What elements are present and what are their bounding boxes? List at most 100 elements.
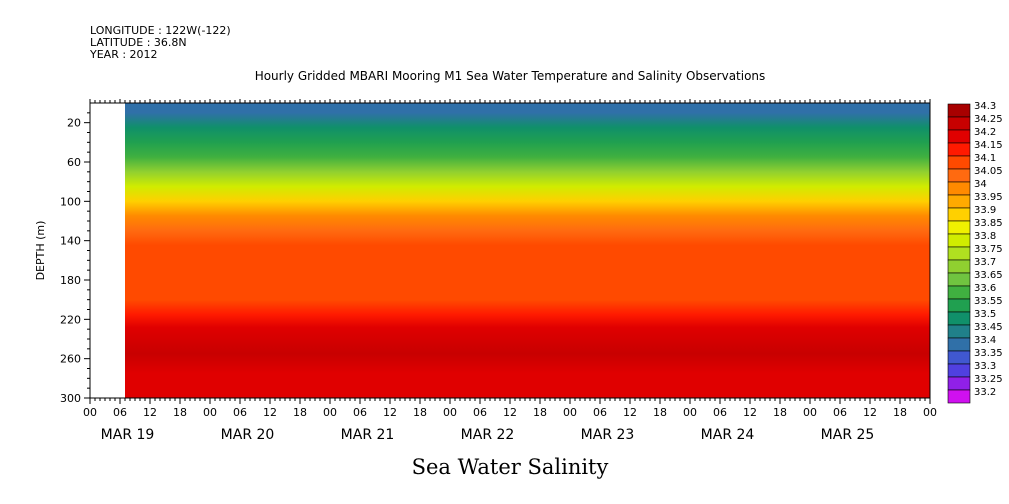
x-hour-label: 00 xyxy=(83,406,97,419)
x-hour-label: 06 xyxy=(713,406,727,419)
colorbar-swatch xyxy=(947,285,971,300)
colorbar-swatch xyxy=(947,376,971,391)
colorbar-swatch xyxy=(947,337,971,352)
x-hour-label: 18 xyxy=(653,406,667,419)
x-hour-label: 06 xyxy=(353,406,367,419)
colorbar-label: 33.95 xyxy=(974,192,1003,203)
x-hour-label: 18 xyxy=(533,406,547,419)
colorbar-label: 34.3 xyxy=(974,101,996,112)
x-hour-label: 18 xyxy=(773,406,787,419)
colorbar-label: 33.5 xyxy=(974,309,996,320)
colorbar-swatch xyxy=(947,350,971,365)
x-hour-label: 18 xyxy=(293,406,307,419)
colorbar-swatch xyxy=(947,194,971,209)
y-tick-label: 220 xyxy=(60,313,81,326)
x-date-label: MAR 21 xyxy=(341,427,395,443)
latitude-label: LATITUDE : 36.8N xyxy=(90,36,187,49)
x-hour-label: 06 xyxy=(473,406,487,419)
colorbar-label: 34.15 xyxy=(974,140,1003,151)
colorbar-swatch xyxy=(947,116,971,131)
colorbar-label: 33.85 xyxy=(974,218,1003,229)
chart-title: Hourly Gridded MBARI Mooring M1 Sea Wate… xyxy=(254,69,766,83)
x-hour-label: 18 xyxy=(413,406,427,419)
x-hour-label: 00 xyxy=(563,406,577,419)
salinity-field xyxy=(125,103,930,398)
colorbar-swatch xyxy=(947,298,971,313)
colorbar-swatch xyxy=(947,207,971,222)
colorbar-label: 33.2 xyxy=(974,387,996,398)
colorbar-label: 33.7 xyxy=(974,257,996,268)
colorbar-label: 33.65 xyxy=(974,270,1003,281)
y-tick-label: 100 xyxy=(60,195,81,208)
colorbar: 34.3 34.25 34.2 34.15 34.1 34.05 34 33.95 33.9 33… xyxy=(947,101,1003,404)
x-hour-label: 06 xyxy=(233,406,247,419)
colorbar-label: 34 xyxy=(974,179,987,190)
colorbar-swatch xyxy=(947,181,971,196)
x-hour-label: 18 xyxy=(173,406,187,419)
longitude-label: LONGITUDE : 122W(-122) xyxy=(90,24,231,37)
x-hour-label: 00 xyxy=(683,406,697,419)
colorbar-swatch xyxy=(947,246,971,261)
x-date-label: MAR 19 xyxy=(101,427,155,443)
colorbar-swatch xyxy=(947,103,971,118)
y-tick-label: 260 xyxy=(60,353,81,366)
x-hour-label: 06 xyxy=(833,406,847,419)
colorbar-label: 33.8 xyxy=(974,231,996,242)
x-hour-label: 00 xyxy=(323,406,337,419)
x-hour-label: 12 xyxy=(743,406,757,419)
colorbar-swatch xyxy=(947,311,971,326)
x-hour-label: 12 xyxy=(383,406,397,419)
x-hour-label: 12 xyxy=(263,406,277,419)
colorbar-label: 34.05 xyxy=(974,166,1003,177)
x-hour-label: 06 xyxy=(593,406,607,419)
y-axis: 20 60 100 140 180 220 260 300 DEPTH (m) xyxy=(34,112,90,405)
y-tick-label: 300 xyxy=(60,392,81,405)
colorbar-swatch xyxy=(947,272,971,287)
x-hour-label: 12 xyxy=(863,406,877,419)
x-hour-label: 00 xyxy=(203,406,217,419)
y-axis-label: DEPTH (m) xyxy=(34,221,47,281)
year-label: YEAR : 2012 xyxy=(90,48,158,61)
colorbar-label: 34.2 xyxy=(974,127,996,138)
colorbar-label: 33.6 xyxy=(974,283,996,294)
colorbar-label: 33.25 xyxy=(974,374,1003,385)
colorbar-swatch xyxy=(947,142,971,157)
x-hour-label: 12 xyxy=(143,406,157,419)
colorbar-label: 33.55 xyxy=(974,296,1003,307)
colorbar-label: 33.75 xyxy=(974,244,1003,255)
x-date-label: MAR 20 xyxy=(221,427,275,443)
x-hour-label: 18 xyxy=(893,406,907,419)
variable-label: Sea Water Salinity xyxy=(411,455,609,479)
colorbar-label: 34.1 xyxy=(974,153,996,164)
colorbar-label: 33.45 xyxy=(974,322,1003,333)
y-tick-label: 60 xyxy=(67,156,81,169)
x-hour-label: 12 xyxy=(503,406,517,419)
colorbar-swatch xyxy=(947,389,971,404)
x-date-label: MAR 25 xyxy=(821,427,875,443)
x-date-label: MAR 23 xyxy=(581,427,635,443)
colorbar-swatch xyxy=(947,259,971,274)
colorbar-swatch xyxy=(947,233,971,248)
x-date-label: MAR 24 xyxy=(701,427,755,443)
colorbar-swatch xyxy=(947,363,971,378)
colorbar-label: 34.25 xyxy=(974,114,1003,125)
x-hour-label: 00 xyxy=(443,406,457,419)
colorbar-swatch xyxy=(947,155,971,170)
colorbar-label: 33.4 xyxy=(974,335,996,346)
x-date-label: MAR 22 xyxy=(461,427,515,443)
x-hour-label: 00 xyxy=(923,406,937,419)
colorbar-label: 33.3 xyxy=(974,361,996,372)
x-axis: 00 06 12 18 00 06 12 18 00 06 12 18 00 06 12 18 00 06 12 18… xyxy=(83,99,937,443)
y-tick-label: 180 xyxy=(60,274,81,287)
colorbar-swatch xyxy=(947,324,971,339)
colorbar-swatch xyxy=(947,129,971,144)
colorbar-label: 33.9 xyxy=(974,205,996,216)
plot-area xyxy=(89,102,931,399)
x-hour-label: 12 xyxy=(623,406,637,419)
y-tick-label: 140 xyxy=(60,235,81,248)
y-tick-label: 20 xyxy=(67,117,81,130)
colorbar-swatch xyxy=(947,168,971,183)
x-hour-label: 06 xyxy=(113,406,127,419)
x-hour-label: 00 xyxy=(803,406,817,419)
